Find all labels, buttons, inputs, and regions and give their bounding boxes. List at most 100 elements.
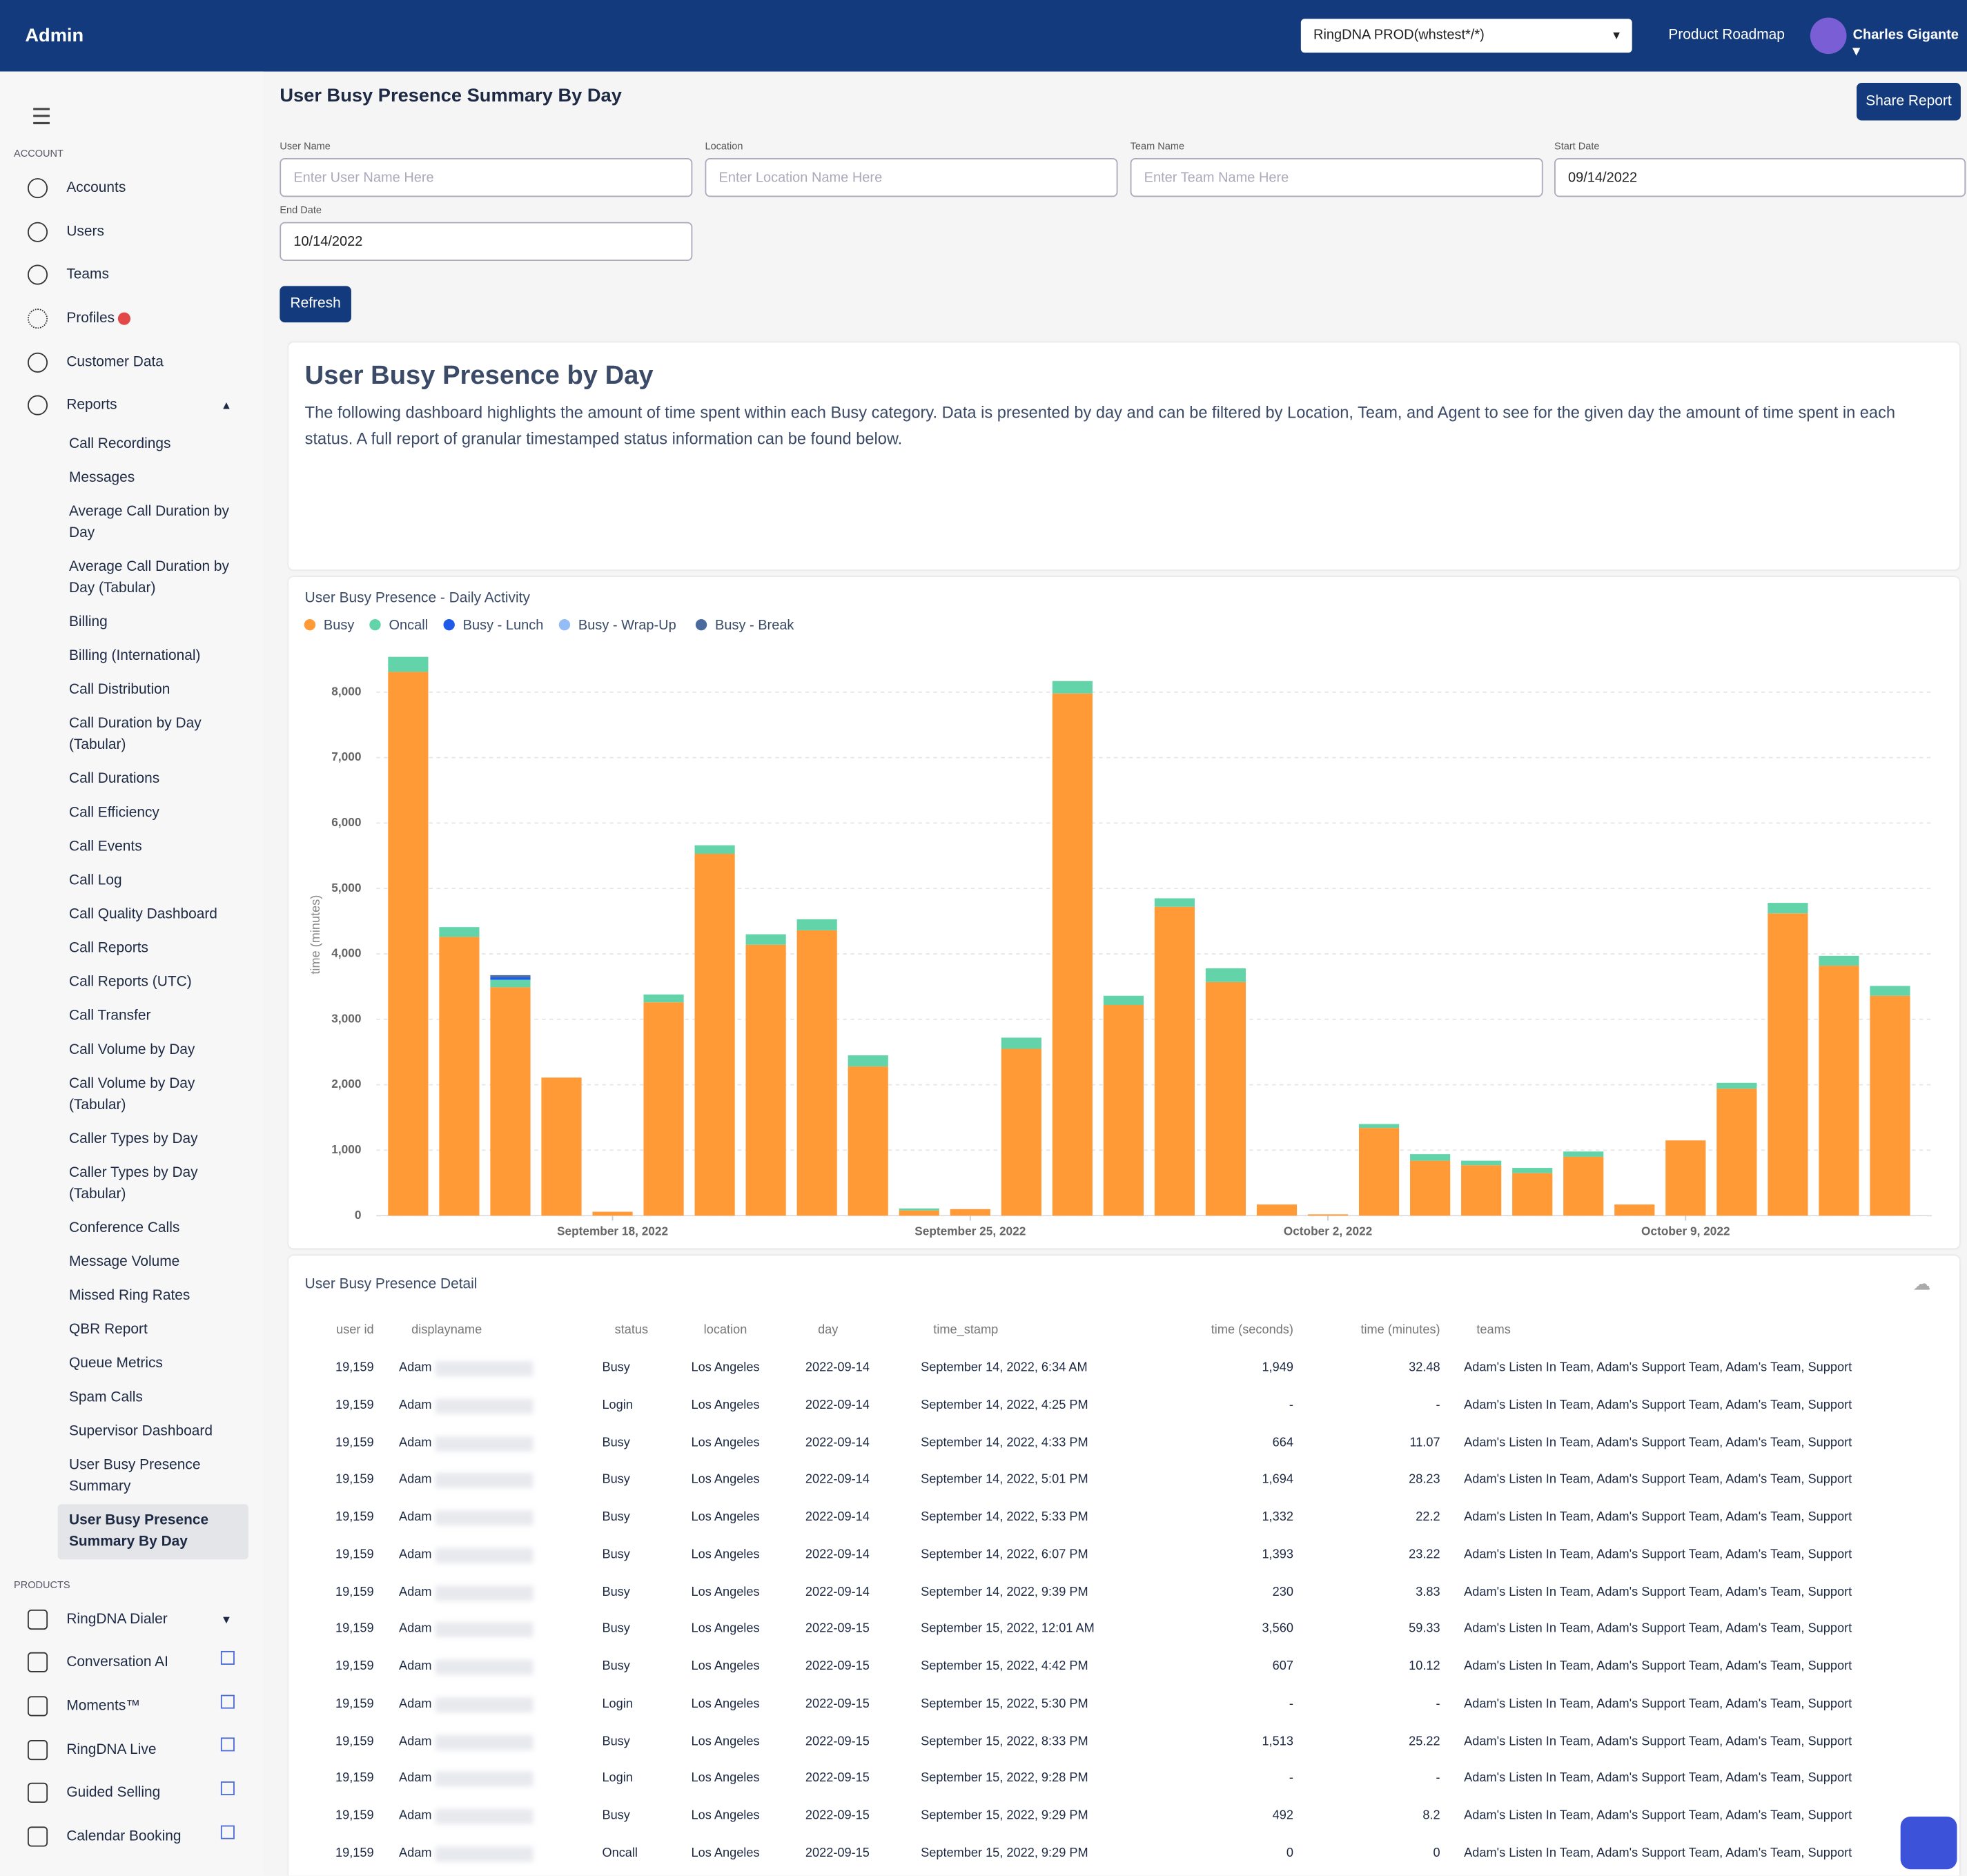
avatar[interactable] bbox=[1810, 17, 1847, 55]
bar-segment bbox=[745, 944, 786, 1216]
download-icon[interactable]: ☁ bbox=[1912, 1273, 1931, 1293]
product-item[interactable]: Moments™ bbox=[0, 1685, 264, 1728]
report-link[interactable]: User Busy Presence Summary bbox=[68, 1457, 201, 1494]
section-heading: PRODUCTS bbox=[13, 1579, 70, 1590]
table-cell: September 15, 2022, 9:29 PM bbox=[921, 1846, 1088, 1861]
report-link[interactable]: Caller Types by Day (Tabular) bbox=[68, 1164, 198, 1202]
redacted-name bbox=[435, 1436, 534, 1452]
report-link[interactable]: Average Call Duration by Day (Tabular) bbox=[68, 558, 229, 596]
report-link[interactable]: Average Call Duration by Day bbox=[68, 503, 229, 540]
product-label: RingDNA Live bbox=[66, 1741, 157, 1757]
table-cell: 25.22 bbox=[1409, 1734, 1440, 1748]
filter-input[interactable]: Enter Team Name Here bbox=[1130, 158, 1543, 197]
roadmap-link[interactable]: Product Roadmap bbox=[1668, 27, 1785, 43]
column-header[interactable]: displayname bbox=[411, 1323, 482, 1338]
x-tick-label: October 9, 2022 bbox=[1641, 1224, 1730, 1238]
user-name: Charles Gigante bbox=[1852, 27, 1959, 43]
bar-segment bbox=[1716, 1088, 1757, 1216]
product-icon bbox=[27, 1739, 48, 1760]
report-link[interactable]: Queue Metrics bbox=[68, 1356, 163, 1371]
product-icon bbox=[27, 1609, 48, 1630]
column-header[interactable]: time (seconds) bbox=[1211, 1323, 1293, 1338]
report-link[interactable]: Call Duration by Day (Tabular) bbox=[68, 716, 202, 752]
report-link[interactable]: Caller Types by Day bbox=[68, 1131, 198, 1146]
user-menu[interactable]: Charles Gigante ▾ bbox=[1852, 27, 1959, 59]
refresh-button[interactable]: Refresh bbox=[280, 286, 351, 323]
table-cell: - bbox=[1436, 1771, 1440, 1786]
product-item[interactable]: RingDNA Dialer ▼ bbox=[0, 1598, 264, 1641]
filter-input[interactable]: 10/14/2022 bbox=[280, 222, 693, 262]
report-link[interactable]: Call Transfer bbox=[68, 1008, 151, 1024]
column-header[interactable]: time (minutes) bbox=[1360, 1323, 1440, 1338]
report-link[interactable]: Billing bbox=[68, 614, 108, 629]
report-link[interactable]: Call Efficiency bbox=[68, 805, 159, 820]
column-header[interactable]: user id bbox=[336, 1323, 374, 1338]
chat-widget[interactable] bbox=[1900, 1816, 1957, 1870]
filter-input[interactable]: Enter Location Name Here bbox=[705, 158, 1118, 197]
redacted-name bbox=[435, 1398, 534, 1414]
report-link[interactable]: Billing (International) bbox=[68, 647, 201, 663]
column-header[interactable]: day bbox=[818, 1323, 839, 1338]
report-link[interactable]: Call Volume by Day bbox=[68, 1042, 195, 1057]
product-item[interactable]: Calendar Booking bbox=[0, 1815, 264, 1858]
report-link[interactable]: Conference Calls bbox=[68, 1220, 180, 1235]
report-link[interactable]: QBR Report bbox=[68, 1321, 148, 1337]
table-cell: Login bbox=[602, 1697, 633, 1711]
product-item[interactable]: Guided Selling bbox=[0, 1771, 264, 1815]
nav-item[interactable]: Customer Data bbox=[0, 340, 264, 384]
filter-input[interactable]: Enter User Name Here bbox=[280, 158, 693, 197]
table-cell: Los Angeles bbox=[691, 1808, 760, 1823]
table-cell: 0 bbox=[1433, 1846, 1440, 1861]
report-link[interactable]: Call Reports bbox=[68, 940, 148, 956]
share-button[interactable]: Share Report bbox=[1857, 82, 1961, 121]
column-header[interactable]: status bbox=[614, 1323, 649, 1338]
product-item[interactable]: RingDNA Live bbox=[0, 1728, 264, 1771]
nav-item[interactable]: Profiles bbox=[0, 297, 264, 340]
filter-input[interactable]: 09/14/2022 bbox=[1554, 158, 1966, 197]
menu-toggle[interactable]: ☰ bbox=[31, 104, 52, 130]
table-cell: Adam's Listen In Team, Adam's Support Te… bbox=[1464, 1473, 1852, 1487]
report-link[interactable]: Call Reports (UTC) bbox=[68, 974, 192, 990]
bar-segment bbox=[1819, 966, 1859, 1216]
report-link[interactable]: Call Events bbox=[68, 839, 142, 854]
report-link[interactable]: Messages bbox=[68, 469, 135, 485]
table-cell: 2022-09-14 bbox=[805, 1510, 870, 1525]
report-link[interactable]: Call Log bbox=[68, 872, 122, 888]
table-cell: 23.22 bbox=[1409, 1547, 1440, 1562]
column-header[interactable]: location bbox=[703, 1323, 747, 1338]
nav-item[interactable]: Teams bbox=[0, 253, 264, 297]
column-header[interactable]: time_stamp bbox=[933, 1323, 999, 1338]
report-link[interactable]: Call Volume by Day (Tabular) bbox=[68, 1075, 195, 1113]
table-cell: 19,159 bbox=[335, 1361, 374, 1376]
section-heading: ACCOUNT bbox=[13, 148, 63, 159]
nav-label: Users bbox=[66, 224, 104, 240]
report-link[interactable]: Call Distribution bbox=[68, 681, 170, 697]
report-link[interactable]: Call Durations bbox=[68, 771, 160, 786]
report-link[interactable]: Supervisor Dashboard bbox=[68, 1423, 213, 1438]
table-cell: 19,159 bbox=[335, 1622, 374, 1636]
account-select[interactable]: RingDNA PROD(whstest*/*) ▼ bbox=[1300, 19, 1632, 53]
nav-item[interactable]: Users bbox=[0, 211, 264, 254]
y-tick-label: 3,000 bbox=[331, 1011, 361, 1025]
report-link[interactable]: Missed Ring Rates bbox=[68, 1287, 190, 1303]
bar-segment bbox=[1768, 913, 1808, 1216]
nav-item[interactable]: Reports ▲ bbox=[0, 384, 264, 427]
redacted-name bbox=[435, 1771, 534, 1787]
report-link[interactable]: User Busy Presence Summary By Day bbox=[57, 1503, 248, 1559]
bar-segment bbox=[1154, 906, 1195, 1216]
report-link[interactable]: Call Recordings bbox=[68, 436, 171, 451]
report-link[interactable]: Spam Calls bbox=[68, 1389, 143, 1405]
column-header[interactable]: teams bbox=[1476, 1323, 1511, 1338]
nav-item[interactable]: Accounts bbox=[0, 167, 264, 211]
redacted-name bbox=[435, 1510, 534, 1526]
external-link-icon bbox=[220, 1694, 235, 1709]
filter-label: Team Name bbox=[1130, 140, 1185, 152]
product-item[interactable]: Conversation AI bbox=[0, 1641, 264, 1685]
table-cell: - bbox=[1289, 1697, 1293, 1711]
table-cell: Los Angeles bbox=[691, 1771, 760, 1786]
report-link[interactable]: Message Volume bbox=[68, 1253, 180, 1269]
nav-label: Customer Data bbox=[66, 354, 164, 370]
report-link[interactable]: Call Quality Dashboard bbox=[68, 906, 217, 922]
table-cell: Adam's Listen In Team, Adam's Support Te… bbox=[1464, 1436, 1852, 1450]
brand[interactable]: Admin bbox=[25, 25, 84, 47]
